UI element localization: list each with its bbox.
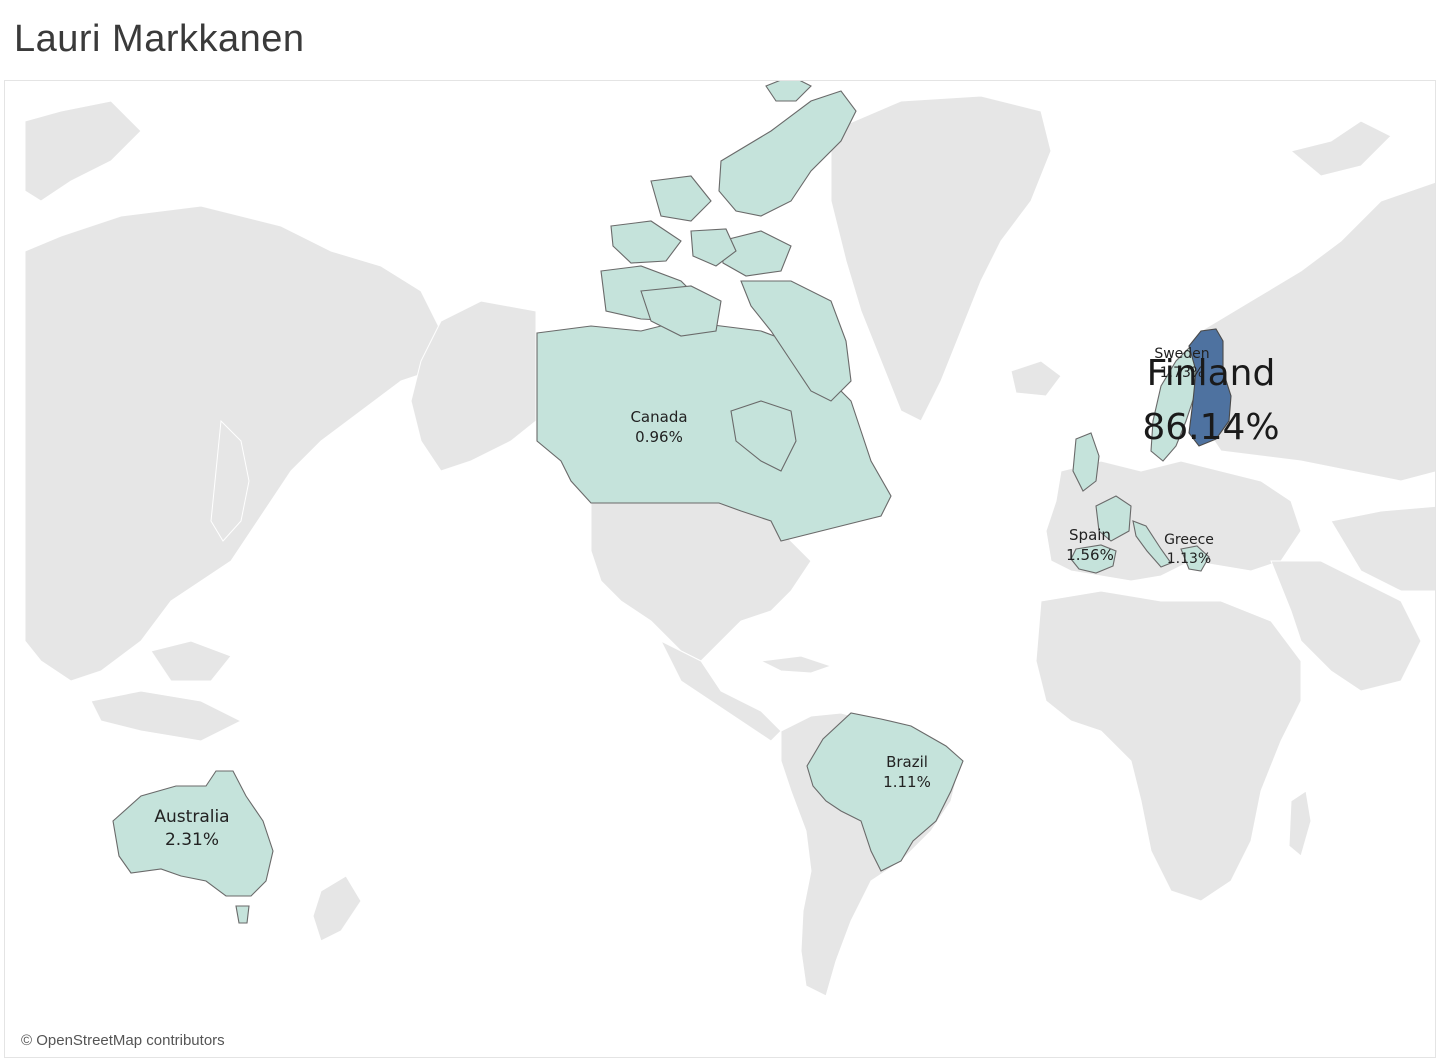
map-attribution[interactable]: © OpenStreetMap contributors	[21, 1032, 225, 1049]
map-view[interactable]: Canada 0.96% Australia 2.31% Brazil 1.11…	[4, 80, 1436, 1058]
country-shape-sweden[interactable]	[1150, 345, 1202, 462]
label-australia-value: 2.31%	[164, 829, 220, 850]
label-greece: Greece 1.13%	[1164, 531, 1214, 569]
label-greece-name: Greece	[1164, 532, 1214, 548]
label-australia-name: Australia	[154, 807, 230, 827]
country-shape-spain[interactable]	[1070, 544, 1117, 574]
label-canada-name: Canada	[630, 408, 688, 426]
base-land	[24, 95, 1435, 997]
label-finland: Finland 86.14%	[1142, 347, 1279, 455]
label-brazil-name: Brazil	[886, 753, 928, 771]
highlighted-countries	[112, 81, 1232, 924]
label-spain: Spain 1.56%	[1066, 525, 1114, 566]
label-finland-name: Finland	[1146, 353, 1276, 394]
label-australia: Australia 2.31%	[154, 806, 229, 852]
country-shape-finland[interactable]	[1188, 328, 1232, 447]
country-shape-australia[interactable]	[112, 770, 274, 924]
page-title: Lauri Markkanen	[14, 18, 305, 60]
world-map	[24, 81, 1435, 997]
label-canada-value: 0.96%	[635, 428, 683, 447]
label-brazil-value: 1.11%	[883, 773, 931, 792]
label-canada: Canada 0.96%	[630, 407, 687, 448]
label-finland-value: 86.14%	[1142, 407, 1280, 448]
label-spain-name: Spain	[1069, 526, 1111, 544]
label-sweden: Sweden 1.73%	[1154, 345, 1209, 383]
label-greece-value: 1.13%	[1166, 550, 1212, 567]
label-spain-value: 1.56%	[1066, 546, 1114, 565]
country-shape-brazil[interactable]	[806, 712, 964, 872]
label-sweden-value: 1.73%	[1159, 364, 1205, 381]
label-sweden-name: Sweden	[1154, 346, 1210, 362]
label-brazil: Brazil 1.11%	[883, 752, 931, 793]
country-shape-greece[interactable]	[1180, 545, 1210, 572]
